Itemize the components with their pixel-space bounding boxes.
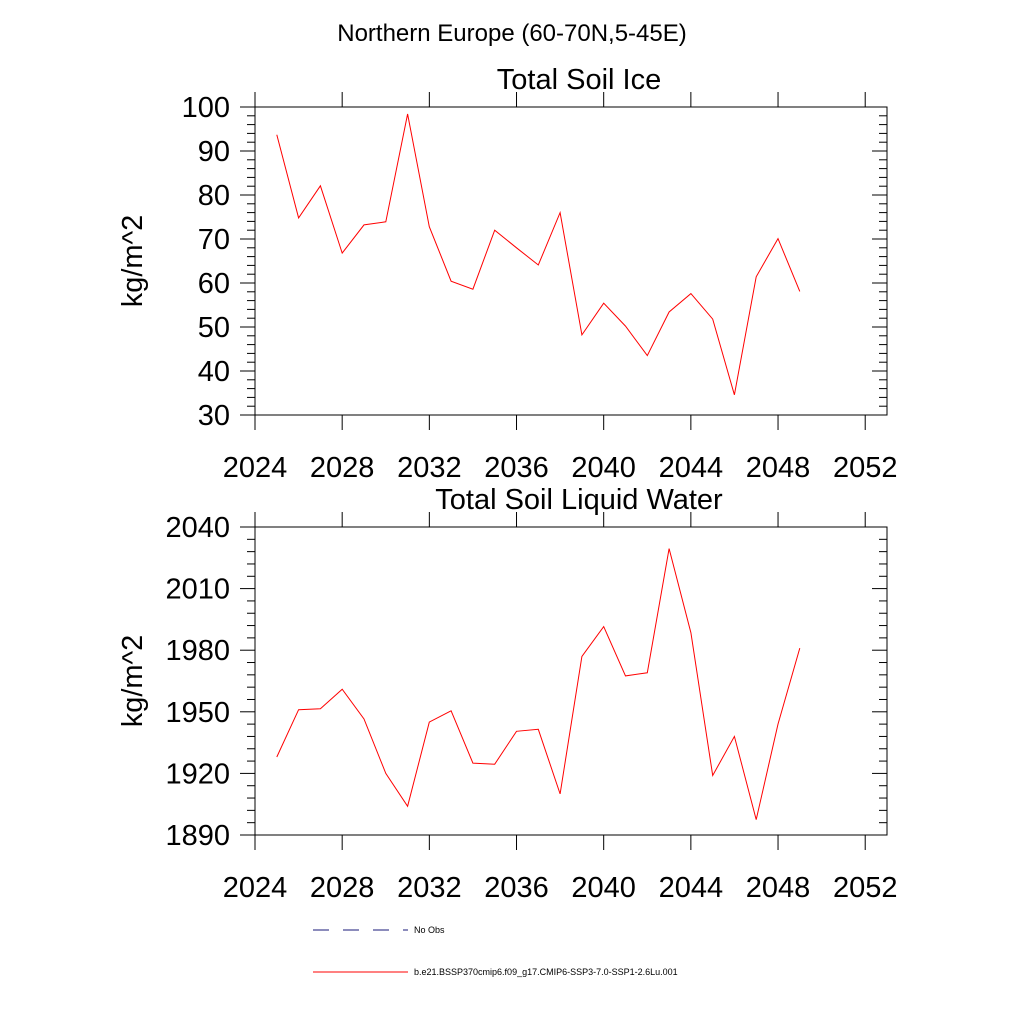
chart-title: Total Soil Ice bbox=[497, 64, 661, 96]
x-tick-label: 2052 bbox=[833, 872, 898, 904]
x-tick-label: 2028 bbox=[310, 452, 375, 484]
legend-label-no-obs: No Obs bbox=[414, 925, 445, 935]
x-tick-label: 2048 bbox=[746, 872, 811, 904]
x-tick-label: 2036 bbox=[484, 872, 549, 904]
y-tick-label: 2010 bbox=[165, 574, 230, 606]
x-tick-label: 2024 bbox=[223, 452, 288, 484]
y-tick-label: 90 bbox=[198, 136, 230, 168]
x-tick-label: 2040 bbox=[571, 872, 636, 904]
figure-title: Northern Europe (60-70N,5-45E) bbox=[337, 20, 687, 47]
y-tick-label: 50 bbox=[198, 312, 230, 344]
chart-total-soil-ice: Total Soil Ice kg/m^2 2024 2028 2032 2036 2040… bbox=[117, 64, 897, 484]
chart-title: Total Soil Liquid Water bbox=[435, 484, 723, 516]
y-tick-label: 60 bbox=[198, 268, 230, 300]
x-tick-label: 2028 bbox=[310, 872, 375, 904]
y-tick-label: 40 bbox=[198, 356, 230, 388]
legend: No Obs b.e21.BSSP370cmip6.f09_g17.CMIP6-… bbox=[313, 925, 678, 977]
x-tick-label: 2048 bbox=[746, 452, 811, 484]
y-tick-label: 1950 bbox=[165, 697, 230, 729]
x-tick-label: 2036 bbox=[484, 452, 549, 484]
x-tick-label: 2032 bbox=[397, 872, 462, 904]
x-tick-label: 2032 bbox=[397, 452, 462, 484]
x-tick-label: 2044 bbox=[659, 872, 724, 904]
x-tick-label: 2024 bbox=[223, 872, 288, 904]
plot-frame bbox=[254, 106, 888, 416]
legend-label-model-run: b.e21.BSSP370cmip6.f09_g17.CMIP6-SSP3-7.… bbox=[414, 967, 678, 977]
y-tick-label: 2040 bbox=[165, 512, 230, 544]
y-tick-label: 70 bbox=[198, 224, 230, 256]
plot-frame bbox=[254, 526, 888, 836]
x-tick-label: 2052 bbox=[833, 452, 898, 484]
y-tick-label: 100 bbox=[182, 92, 230, 124]
y-tick-label: 30 bbox=[198, 400, 230, 432]
y-tick-label: 1980 bbox=[165, 635, 230, 667]
x-tick-label: 2040 bbox=[571, 452, 636, 484]
series-line bbox=[276, 548, 801, 820]
y-tick-label: 1890 bbox=[165, 820, 230, 852]
y-tick-label: 1920 bbox=[165, 758, 230, 790]
y-tick-label: 80 bbox=[198, 180, 230, 212]
y-axis-label: kg/m^2 bbox=[117, 215, 149, 308]
chart-total-soil-liquid-water: Total Soil Liquid Water kg/m^2 2024 2028 203… bbox=[117, 484, 897, 904]
series-line bbox=[276, 113, 801, 395]
x-tick-label: 2044 bbox=[659, 452, 724, 484]
y-axis-label: kg/m^2 bbox=[117, 635, 149, 728]
